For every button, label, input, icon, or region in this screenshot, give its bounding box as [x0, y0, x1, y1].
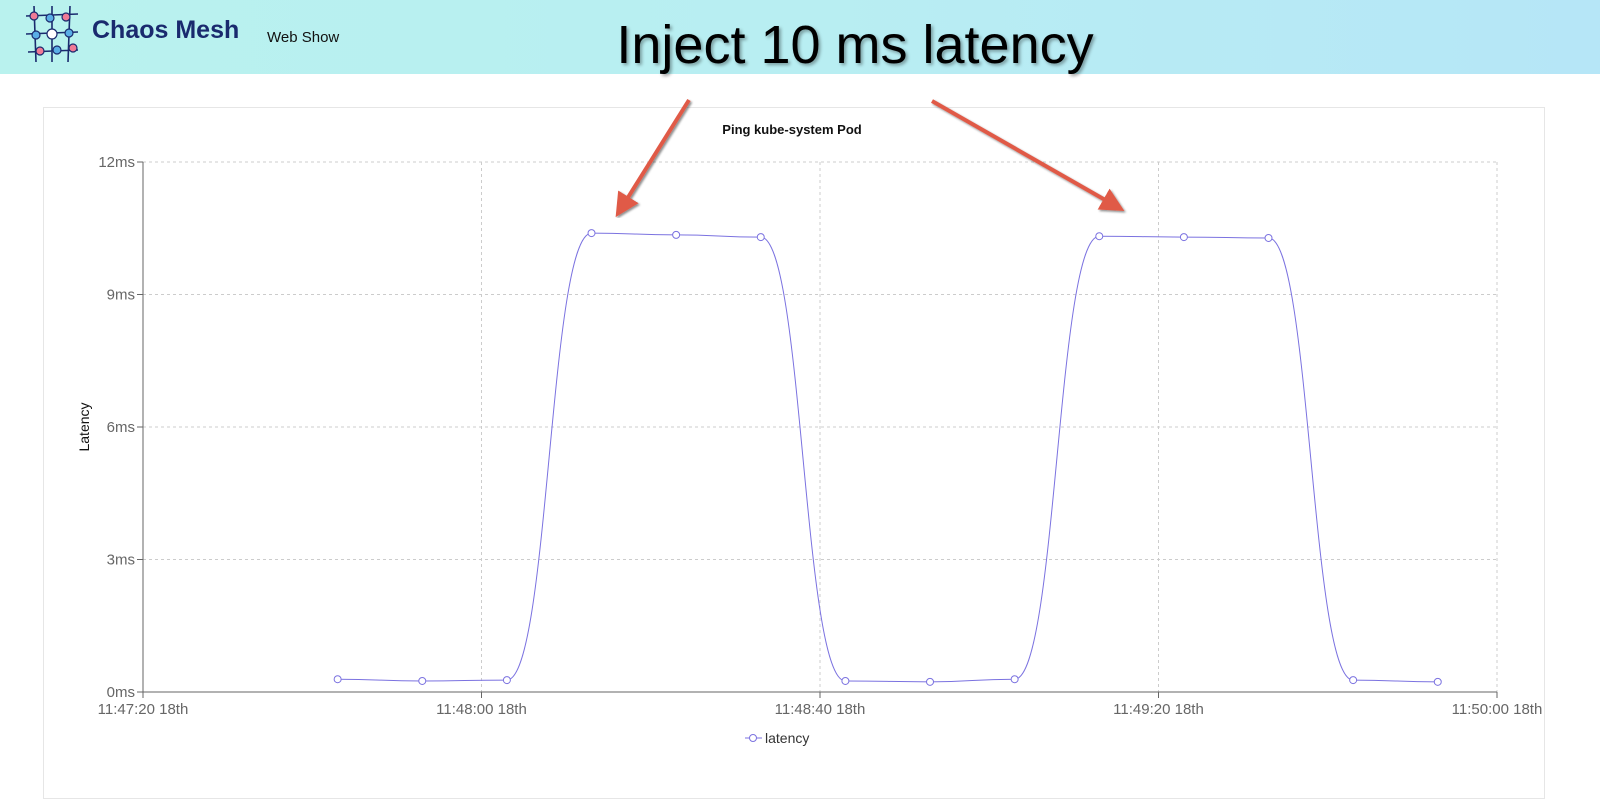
data-point — [1095, 232, 1104, 241]
brand-subtitle: Web Show — [267, 29, 340, 46]
header-bar: Chaos Mesh Web Show Inject 10 ms latency — [0, 0, 1600, 75]
data-point — [1349, 676, 1358, 685]
data-point — [502, 676, 511, 685]
chaos-mesh-logo-icon — [25, 5, 79, 63]
legend-swatch-marker — [749, 734, 757, 742]
headline: Inject 10 ms latency — [616, 15, 1094, 75]
y-tick-label: 0ms — [107, 684, 135, 701]
legend[interactable]: latency — [745, 730, 809, 746]
data-point — [587, 229, 596, 238]
y-tick-label: 6ms — [107, 419, 135, 436]
x-tick-label: 11:47:20 18th — [98, 701, 189, 718]
data-point — [1433, 677, 1442, 686]
data-point — [841, 676, 850, 685]
data-point — [418, 676, 427, 685]
chart-title: Ping kube-system Pod — [722, 122, 861, 137]
x-tick-label: 11:48:40 18th — [775, 701, 866, 718]
latency-line-chart: Ping kube-system Pod Latency 0ms 3ms 6ms 9m… — [76, 122, 1543, 746]
chart-panel — [43, 107, 1545, 799]
y-tick-label: 9ms — [107, 287, 135, 304]
brand-name: Chaos Mesh — [92, 16, 240, 44]
x-tick-label: 11:50:00 18th — [1452, 701, 1543, 718]
y-tick-label: 12ms — [98, 154, 135, 171]
data-point — [1010, 675, 1019, 684]
x-tick-label: 11:48:00 18th — [436, 701, 527, 718]
data-point — [333, 675, 342, 684]
data-point — [1179, 233, 1188, 242]
y-tick-label: 3ms — [107, 552, 135, 569]
x-tick-label: 11:49:20 18th — [1113, 701, 1204, 718]
data-point — [926, 677, 935, 686]
data-point — [672, 230, 681, 239]
data-point — [756, 233, 765, 242]
data-point — [1264, 233, 1273, 242]
series-line — [337, 232, 1438, 683]
legend-label: latency — [765, 730, 809, 746]
y-axis-label: Latency — [76, 402, 92, 451]
